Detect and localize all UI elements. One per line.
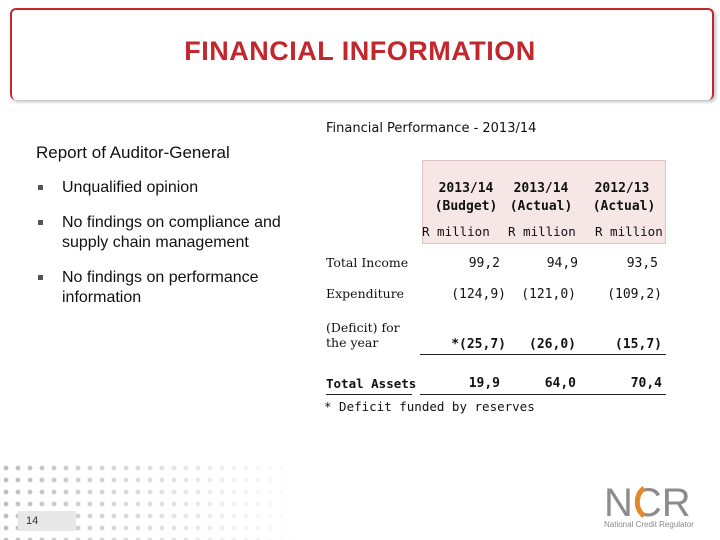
- row-label-total-income: Total Income: [326, 255, 409, 270]
- auditor-report-heading: Report of Auditor-General: [36, 143, 230, 162]
- table-cell: 94,9: [546, 256, 578, 271]
- row-label-total-assets: Total Assets: [326, 376, 417, 391]
- logo-caption: National Credit Regulator: [604, 520, 694, 529]
- row-label-deficit: (Deficit) for the year: [326, 320, 400, 350]
- bullet-square-icon: [38, 185, 43, 190]
- table-title: Financial Performance - 2013/14: [326, 121, 537, 136]
- title-frame: [10, 8, 714, 100]
- list-item: No findings on performance information: [36, 268, 326, 308]
- column-header-unit: R million: [595, 224, 663, 239]
- column-header-type: (Actual): [592, 199, 656, 214]
- column-header-unit: R million: [508, 224, 576, 239]
- table-rule: [420, 394, 666, 395]
- table-cell: (124,9): [451, 287, 506, 302]
- column-header-year: 2013/14: [438, 181, 494, 196]
- table-cell: 19,9: [468, 376, 500, 391]
- column-header-year: 2013/14: [513, 181, 569, 196]
- column-header-year: 2012/13: [594, 181, 650, 196]
- list-item: No findings on compliance and supply cha…: [36, 213, 326, 253]
- table-cell: 64,0: [544, 376, 576, 391]
- table-cell: *(25,7): [451, 337, 506, 352]
- table-cell: (109,2): [607, 287, 662, 302]
- table-rule: [420, 354, 666, 355]
- column-header-type: (Budget): [434, 199, 498, 214]
- page-number: 14: [18, 511, 76, 531]
- column-header-unit: R million: [422, 224, 490, 239]
- page-title: FINANCIAL INFORMATION: [184, 36, 536, 66]
- logo-arc-accent: [634, 486, 646, 518]
- bullet-square-icon: [38, 275, 43, 280]
- ncr-logo: NCR: [604, 481, 691, 525]
- footnote: * Deficit funded by reserves: [324, 399, 535, 414]
- table-cell: (15,7): [615, 337, 662, 352]
- table-cell: (121,0): [521, 287, 576, 302]
- row-label-expenditure: Expenditure: [326, 286, 405, 301]
- logo-letters: NCR: [604, 481, 691, 525]
- auditor-findings-list: Unqualified opinion No findings on compl…: [36, 178, 326, 323]
- list-item: Unqualified opinion: [36, 178, 326, 198]
- table-cell: 70,4: [630, 376, 662, 391]
- column-header-type: (Actual): [509, 199, 573, 214]
- table-rule: [326, 394, 412, 395]
- column-header-background: [422, 160, 666, 244]
- table-cell: 99,2: [468, 256, 500, 271]
- table-cell: 93,5: [626, 256, 658, 271]
- bullet-square-icon: [38, 220, 43, 225]
- table-cell: (26,0): [529, 337, 576, 352]
